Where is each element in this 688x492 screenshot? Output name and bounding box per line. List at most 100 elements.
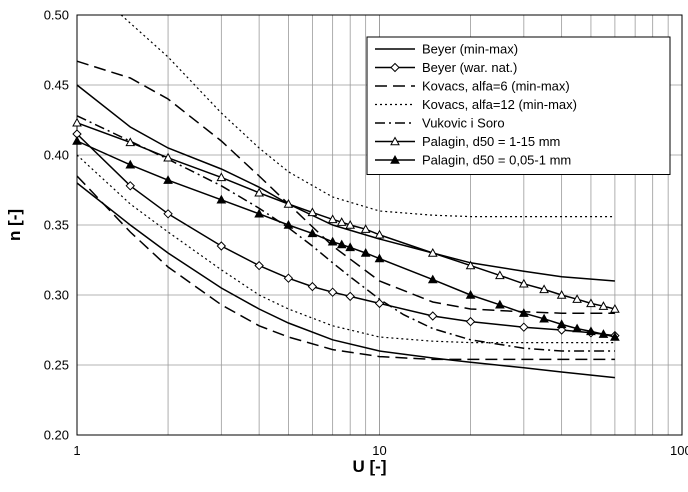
data-point bbox=[216, 241, 227, 251]
legend-marker bbox=[390, 154, 400, 164]
y-tick-label: 0.50 bbox=[44, 8, 69, 23]
data-point bbox=[374, 253, 385, 263]
data-point bbox=[125, 181, 135, 191]
data-point bbox=[336, 217, 347, 226]
y-tick-label: 0.40 bbox=[44, 148, 69, 163]
data-point bbox=[518, 278, 529, 288]
legend-entry: Kovacs, alfa=12 (min-max) bbox=[375, 97, 577, 112]
data-point bbox=[572, 294, 582, 303]
series-line bbox=[76, 115, 615, 352]
data-point bbox=[539, 313, 549, 323]
plot-area bbox=[76, 14, 683, 436]
data-point bbox=[428, 311, 438, 321]
data-point bbox=[374, 298, 385, 309]
data-point bbox=[163, 209, 173, 219]
x-tick-label: 10 bbox=[372, 443, 386, 458]
data-point bbox=[163, 152, 173, 162]
data-point bbox=[556, 319, 567, 329]
y-tick-label: 0.35 bbox=[44, 218, 69, 233]
legend: Beyer (min-max) Beyer (war. nat.) Kovacs, … bbox=[366, 36, 671, 175]
data-point bbox=[586, 298, 596, 308]
data-point bbox=[125, 137, 136, 147]
x-axis-title: U [-] bbox=[353, 457, 387, 476]
data-point bbox=[427, 247, 438, 257]
legend-entry: Palagin, d50 = 1-15 mm bbox=[375, 134, 560, 149]
data-point bbox=[72, 117, 82, 127]
data-point bbox=[327, 236, 338, 246]
data-point bbox=[610, 331, 620, 341]
data-point bbox=[327, 214, 338, 224]
data-point bbox=[283, 198, 294, 208]
series-line bbox=[76, 182, 615, 379]
legend-box bbox=[366, 36, 671, 175]
y-tick-label: 0.25 bbox=[44, 358, 69, 373]
legend-entry: Palagin, d50 = 0,05-1 mm bbox=[375, 153, 571, 168]
series-line bbox=[76, 133, 615, 337]
series-line bbox=[120, 14, 615, 218]
data-point bbox=[327, 287, 338, 297]
legend-label: Vukovic i Soro bbox=[422, 116, 505, 131]
data-point bbox=[374, 229, 385, 239]
series-6 bbox=[76, 154, 615, 344]
legend-label: Kovacs, alfa=12 (min-max) bbox=[422, 97, 577, 112]
data-point bbox=[360, 247, 371, 257]
series-line bbox=[76, 175, 615, 361]
x-tick-label: 1 bbox=[73, 443, 80, 458]
legend-marker bbox=[390, 62, 400, 73]
data-point bbox=[598, 329, 609, 338]
series-4 bbox=[76, 175, 615, 361]
series-line bbox=[76, 84, 615, 282]
data-point bbox=[72, 135, 82, 145]
data-point bbox=[610, 303, 620, 313]
data-point bbox=[427, 274, 438, 284]
data-point bbox=[336, 239, 347, 249]
data-point bbox=[283, 219, 294, 229]
data-point bbox=[125, 159, 136, 169]
y-tick-label: 0.45 bbox=[44, 78, 69, 93]
data-point bbox=[254, 187, 264, 197]
data-point bbox=[598, 301, 609, 310]
series-line bbox=[76, 122, 616, 310]
data-point bbox=[360, 224, 371, 233]
series-7 bbox=[76, 115, 615, 352]
data-point bbox=[586, 326, 596, 336]
data-point bbox=[345, 291, 355, 302]
series-0 bbox=[76, 84, 615, 282]
series-line bbox=[76, 140, 616, 338]
data-point bbox=[254, 208, 264, 218]
legend-label: Beyer (war. nat.) bbox=[422, 60, 517, 75]
legend-entry: Kovacs, alfa=6 (min-max) bbox=[375, 79, 570, 94]
data-point bbox=[465, 260, 476, 270]
legend-label: Beyer (min-max) bbox=[422, 42, 518, 57]
legend-label: Palagin, d50 = 1-15 mm bbox=[422, 134, 560, 149]
data-point bbox=[307, 228, 318, 238]
tick-labels: 0.20 0.25 0.30 0.35 0.40 0.45 0.50 1 10 100 bbox=[44, 8, 688, 459]
legend-label: Palagin, d50 = 0,05-1 mm bbox=[422, 153, 571, 168]
series-8 bbox=[72, 117, 620, 313]
data-point bbox=[345, 242, 356, 252]
data-point bbox=[216, 194, 227, 204]
series-9 bbox=[72, 135, 620, 341]
data-point bbox=[519, 322, 529, 332]
legend-entry: Vukovic i Soro bbox=[375, 116, 505, 131]
legend-label: Kovacs, alfa=6 (min-max) bbox=[422, 79, 570, 94]
data-point bbox=[163, 175, 173, 184]
data-point bbox=[283, 273, 294, 283]
data-point bbox=[465, 289, 476, 299]
data-point bbox=[495, 270, 505, 280]
legend-entry: Beyer (min-max) bbox=[375, 42, 518, 57]
series-layer bbox=[72, 14, 620, 379]
legend-marker bbox=[390, 136, 400, 146]
data-point bbox=[307, 281, 318, 292]
y-tick-label: 0.30 bbox=[44, 288, 69, 303]
data-point bbox=[307, 207, 318, 217]
series-2 bbox=[72, 129, 620, 341]
series-5 bbox=[120, 14, 615, 218]
data-point bbox=[216, 172, 227, 182]
data-point bbox=[556, 289, 567, 299]
data-point bbox=[539, 284, 549, 294]
data-point bbox=[254, 260, 264, 271]
data-point bbox=[495, 299, 505, 309]
x-tick-label: 100 bbox=[670, 443, 688, 458]
